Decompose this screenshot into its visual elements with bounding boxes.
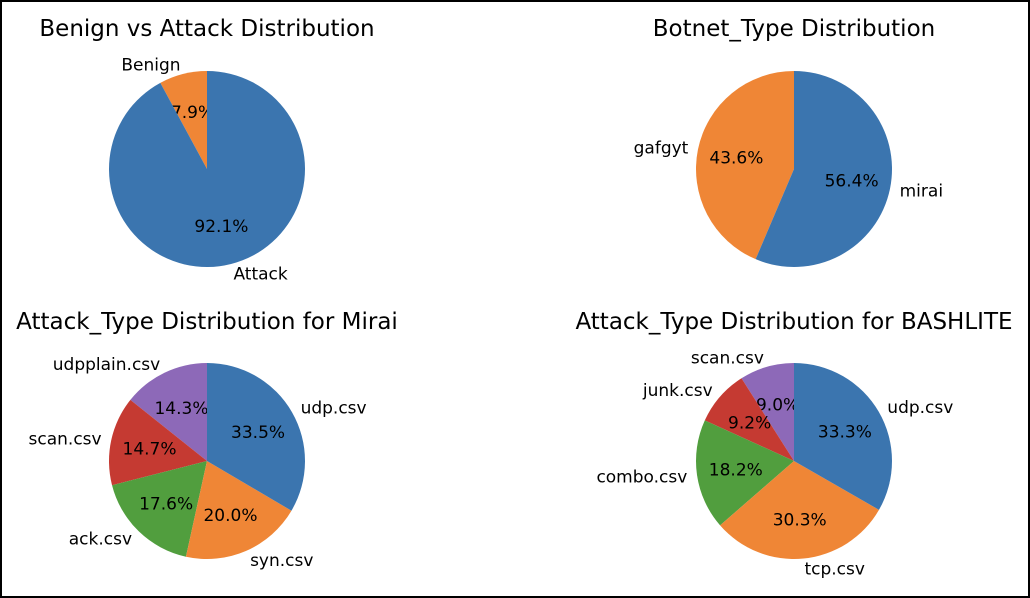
- chart-title-bashlite-attack-type: Attack_Type Distribution for BASHLITE: [575, 309, 1012, 335]
- pie-category-label-3-junk-csv: junk.csv: [642, 381, 713, 401]
- pie-category-label-3-tcp-csv: tcp.csv: [804, 559, 864, 579]
- pie-pct-label-3-udp-csv: 33.3%: [818, 423, 872, 443]
- pie-category-label-1-mirai: mirai: [900, 182, 943, 202]
- pie-category-label-3-combo-csv: combo.csv: [596, 468, 687, 488]
- pie-category-label-3-udp-csv: udp.csv: [887, 398, 953, 418]
- chart-title-botnet-type: Botnet_Type Distribution: [653, 16, 935, 42]
- pie-slice-2-syn-csv: [185, 461, 292, 559]
- pie-category-label-2-syn-csv: syn.csv: [250, 551, 313, 571]
- pie-pct-label-2-ack-csv: 17.6%: [139, 494, 193, 514]
- chart-title-mirai-attack-type: Attack_Type Distribution for Mirai: [16, 309, 398, 335]
- pie-pct-label-1-gafgyt: 43.6%: [709, 148, 763, 168]
- pie-pct-label-3-combo-csv: 18.2%: [709, 460, 763, 480]
- pie-category-label-2-scan-csv: scan.csv: [29, 429, 102, 449]
- pie-slice-3-scan-csv: [741, 363, 794, 461]
- pie-pct-label-2-scan-csv: 14.7%: [123, 440, 177, 460]
- pie-category-label-0-benign: Benign: [121, 56, 180, 76]
- pie-category-label-0-attack: Attack: [233, 264, 287, 284]
- pie-category-label-2-ack-csv: ack.csv: [69, 529, 132, 549]
- pie-pct-label-2-udpplain-csv: 14.3%: [154, 399, 208, 419]
- pie-pct-label-3-junk-csv: 9.2%: [728, 413, 771, 433]
- chart-title-benign-vs-attack: Benign vs Attack Distribution: [39, 16, 374, 42]
- pie-pct-label-2-syn-csv: 20.0%: [203, 506, 257, 526]
- pie-pct-label-3-scan-csv: 9.0%: [756, 396, 799, 416]
- pie-slice-2-udpplain-csv: [130, 363, 207, 461]
- pie-slice-1-gafgyt: [695, 71, 794, 260]
- pie-pct-label-1-mirai: 56.4%: [825, 172, 879, 192]
- pie-slice-2-ack-csv: [112, 461, 207, 557]
- pie-slice-2-scan-csv: [108, 399, 207, 486]
- pie-slice-3-udp-csv: [794, 363, 892, 510]
- pie-pct-label-0-attack: 92.1%: [194, 217, 248, 237]
- pie-slice-2-udp-csv: [207, 363, 305, 511]
- pie-category-label-2-udpplain-csv: udpplain.csv: [53, 355, 160, 375]
- pies-group: 7.9% Benign 92.1% Attack 43.6% gafgyt 56.4% mir…: [29, 56, 954, 580]
- pie-slice-3-junk-csv: [704, 378, 794, 461]
- pie-slice-0-attack: [109, 71, 306, 268]
- pie-category-label-2-udp-csv: udp.csv: [301, 398, 367, 418]
- pie-pct-label-2-udp-csv: 33.5%: [231, 423, 285, 443]
- pie-category-label-3-scan-csv: scan.csv: [691, 348, 764, 368]
- pie-slice-1-mirai: [755, 71, 892, 267]
- pie-slice-3-combo-csv: [696, 420, 794, 526]
- pie-pct-label-3-tcp-csv: 30.3%: [773, 511, 827, 531]
- pie-slice-3-tcp-csv: [720, 461, 879, 559]
- pie-category-label-1-gafgyt: gafgyt: [634, 138, 689, 158]
- pie-slice-0-benign: [160, 71, 207, 169]
- pie-pct-label-0-benign: 7.9%: [171, 103, 214, 123]
